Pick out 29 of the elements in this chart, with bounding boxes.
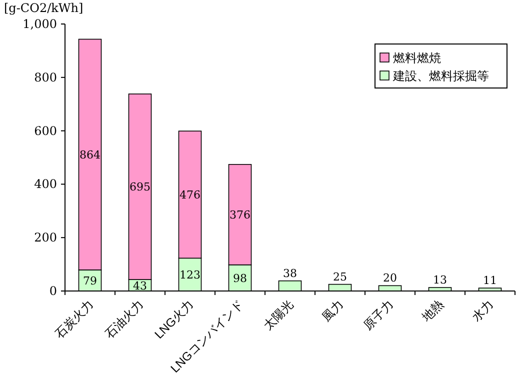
data-label: 98 xyxy=(233,272,247,285)
legend-label: 燃料燃焼 xyxy=(393,51,441,65)
x-tick-label: 太陽光 xyxy=(260,297,296,333)
legend-label: 建設、燃料採掘等 xyxy=(392,69,489,83)
y-axis-title: [g-CO2/kWh] xyxy=(4,1,84,15)
x-tick-label: 原子力 xyxy=(360,297,396,333)
data-label: 864 xyxy=(80,148,100,162)
y-tick-label: 200 xyxy=(34,230,57,245)
data-label: 11 xyxy=(483,274,497,288)
x-tick-label: 地熱 xyxy=(418,297,446,325)
y-tick-label: 800 xyxy=(34,70,57,84)
x-tick-label: 水力 xyxy=(469,297,496,324)
y-tick-label: 400 xyxy=(34,177,57,192)
data-label: 476 xyxy=(180,188,200,202)
data-label: 20 xyxy=(383,272,397,285)
data-label: 43 xyxy=(133,279,147,292)
x-tick-label: 風力 xyxy=(319,297,346,324)
data-label: 13 xyxy=(433,274,447,287)
data-label: 123 xyxy=(180,268,200,282)
x-tick-label: 石油火力 xyxy=(102,297,146,342)
y-tick-label: 600 xyxy=(34,124,57,138)
data-label: 38 xyxy=(283,266,297,280)
data-label: 376 xyxy=(230,208,250,222)
data-label: 695 xyxy=(130,180,150,194)
y-tick-label: 0 xyxy=(49,284,57,298)
data-label: 79 xyxy=(83,274,97,288)
x-tick-label: 石炭火力 xyxy=(52,297,96,342)
data-label: 25 xyxy=(333,270,347,284)
y-tick-label: 1,000 xyxy=(22,17,57,31)
